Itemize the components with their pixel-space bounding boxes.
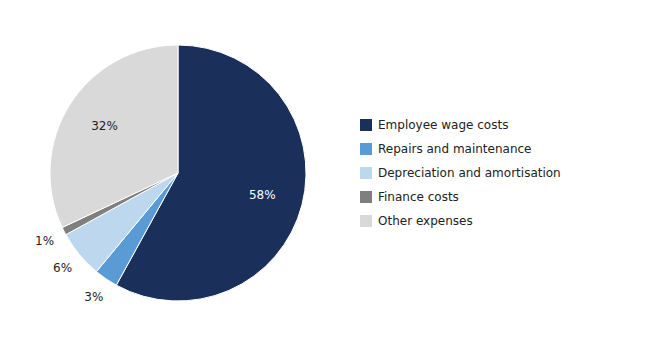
- data-label: 3%: [84, 290, 103, 304]
- legend-label: Depreciation and amortisation: [378, 166, 561, 180]
- data-label: 32%: [91, 119, 118, 133]
- legend-swatch: [360, 143, 372, 155]
- legend-label: Other expenses: [378, 214, 473, 228]
- pie-slice: [50, 45, 178, 228]
- legend-label: Finance costs: [378, 190, 459, 204]
- data-label: 1%: [35, 234, 54, 248]
- pie-group: [50, 45, 306, 301]
- chart-svg: 58% 3% 6% 1% 32% Employee wage costs Repairs a…: [0, 0, 648, 346]
- legend: Employee wage costs Repairs and maintenan…: [360, 118, 561, 228]
- legend-label: Repairs and maintenance: [378, 142, 532, 156]
- chart-container: 58% 3% 6% 1% 32% Employee wage costs Repairs a…: [0, 0, 648, 346]
- legend-swatch: [360, 215, 372, 227]
- legend-label: Employee wage costs: [378, 118, 508, 132]
- legend-item: Finance costs: [360, 190, 459, 204]
- legend-swatch: [360, 119, 372, 131]
- legend-swatch: [360, 167, 372, 179]
- data-labels: 58% 3% 6% 1% 32%: [35, 119, 276, 304]
- data-label: 58%: [249, 188, 276, 202]
- legend-item: Employee wage costs: [360, 118, 508, 132]
- legend-item: Depreciation and amortisation: [360, 166, 561, 180]
- legend-item: Other expenses: [360, 214, 473, 228]
- legend-swatch: [360, 191, 372, 203]
- data-label: 6%: [53, 261, 72, 275]
- legend-item: Repairs and maintenance: [360, 142, 532, 156]
